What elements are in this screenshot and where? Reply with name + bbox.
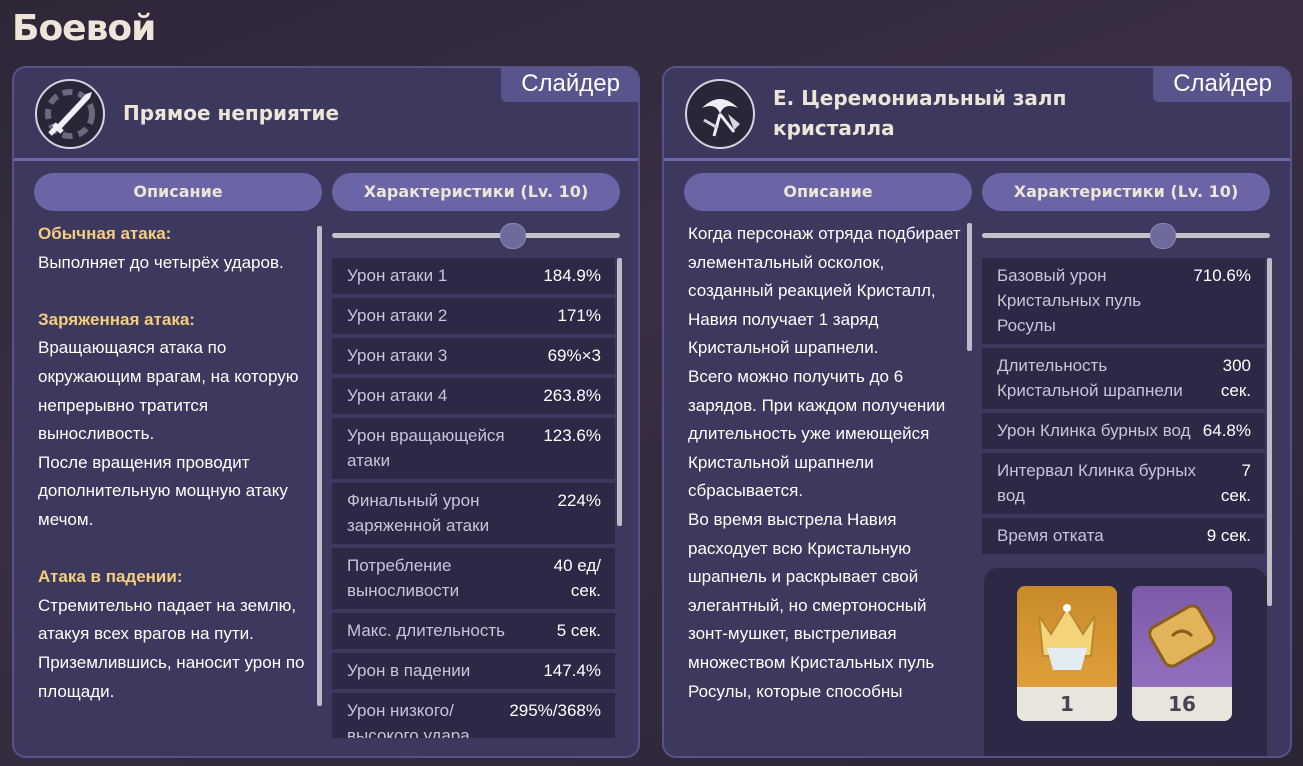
description-heading: Заряженная атака:	[38, 309, 195, 329]
stat-row: Урон атаки 1 184.9%	[332, 258, 615, 294]
badge: Слайдер	[501, 68, 638, 102]
stat-value: 123.6%	[543, 426, 601, 445]
description-text: Стремительно падает на землю, атакуя все…	[38, 595, 297, 644]
skill-card: Слайдер Прямое неприятие Описание Характери…	[12, 66, 640, 758]
stat-row: Урон атаки 4 263.8%	[332, 378, 615, 414]
stat-value: 69%×3	[547, 346, 601, 365]
stat-label: Урон атаки 3	[347, 346, 448, 365]
stat-label: Урон Клинка бурных вод	[997, 421, 1191, 440]
description-text: Выполняет до четырёх ударов.	[38, 252, 284, 272]
description: Обычная атака: Выполняет до четырёх ударо…	[38, 220, 318, 740]
stat-value: 40 ед/ сек.	[553, 556, 601, 600]
skill-icon	[34, 78, 106, 154]
stat-row: Урон атаки 3 69%×3	[332, 338, 615, 374]
skill-card: Слайдер E. Церемониальный залп кристалла О…	[662, 66, 1292, 758]
description-text: Когда персонаж отряда подбирает элемента…	[688, 224, 961, 358]
description-text: Всего можно получить до 6 зарядов. При к…	[688, 366, 946, 501]
stat-row: Время отката 9 сек.	[982, 518, 1265, 554]
stat-value: 9 сек.	[1206, 526, 1251, 545]
slider-knob[interactable]	[1150, 223, 1176, 249]
stats-list: Базовый урон Кристальных пуль Росулы 710.…	[982, 258, 1265, 558]
slider-knob[interactable]	[500, 223, 526, 249]
stat-label: Урон атаки 2	[347, 306, 448, 325]
tab[interactable]: Характеристики (Lv. 10)	[982, 173, 1270, 211]
scrollbar[interactable]	[967, 223, 972, 351]
scrollbar[interactable]	[1267, 258, 1272, 606]
stat-label: Макс. длительность	[347, 621, 505, 640]
material-count: 16	[1132, 687, 1232, 721]
stat-row: Базовый урон Кристальных пуль Росулы 710.…	[982, 258, 1265, 344]
tab[interactable]: Характеристики (Lv. 10)	[332, 173, 620, 211]
stats-list: Урон атаки 1 184.9% Урон атаки 2 171% Урон а…	[332, 258, 615, 738]
description-section: Когда персонаж отряда подбирает элемента…	[688, 220, 968, 706]
stat-value: 184.9%	[543, 266, 601, 285]
description-heading: Обычная атака:	[38, 224, 172, 243]
scrollbar[interactable]	[617, 258, 622, 526]
badge: Слайдер	[1153, 68, 1290, 102]
description-section: Обычная атака: Выполняет до четырёх ударо…	[38, 220, 318, 277]
stat-label: Потребление выносливости	[347, 556, 460, 600]
stat-label: Урон в падении	[347, 661, 471, 680]
stat-value: 300 сек.	[1220, 356, 1251, 400]
material-count: 1	[1017, 687, 1117, 721]
stat-row: Урон Клинка бурных вод 64.8%	[982, 413, 1265, 449]
description-text: После вращения проводит дополнительную м…	[38, 452, 288, 529]
stat-label: Интервал Клинка бурных вод	[997, 461, 1196, 505]
stat-value: 7 сек.	[1220, 461, 1251, 505]
stat-value: 5 сек.	[556, 621, 601, 640]
stat-value: 64.8%	[1202, 421, 1251, 440]
stat-row: Урон атаки 2 171%	[332, 298, 615, 334]
description: Когда персонаж отряда подбирает элемента…	[688, 220, 968, 740]
description-section: Заряженная атака: Вращающаяся атака по ок…	[38, 306, 318, 535]
level-slider[interactable]	[982, 223, 1270, 249]
tab[interactable]: Описание	[34, 173, 322, 211]
stat-row: Финальный урон заряженной атаки 224%	[332, 483, 615, 544]
material-item[interactable]: 1	[1017, 586, 1117, 721]
skill-title: E. Церемониальный залп кристалла	[773, 86, 1067, 140]
stat-label: Базовый урон Кристальных пуль Росулы	[997, 266, 1142, 335]
stat-row: Урон низкого/ высокого удара 295%/368%	[332, 693, 615, 738]
separator	[664, 158, 1290, 161]
stat-label: Урон низкого/ высокого удара	[347, 701, 470, 738]
description-text: Во время выстрела Навия расходует всю Кр…	[688, 509, 935, 701]
separator	[14, 158, 638, 161]
stat-row: Интервал Клинка бурных вод 7 сек.	[982, 453, 1265, 514]
skill-icon	[684, 78, 756, 154]
stat-value: 147.4%	[543, 661, 601, 680]
material-item[interactable]: 16	[1132, 586, 1232, 721]
stat-value: 295%/368%	[509, 701, 601, 720]
skill-title: Прямое неприятие	[123, 101, 340, 125]
description-heading: Атака в падении:	[38, 567, 183, 587]
description-section: Атака в падении: Стремительно падает на з…	[38, 563, 318, 706]
level-slider[interactable]	[332, 223, 620, 249]
stat-row: Урон вращающейся атаки 123.6%	[332, 418, 615, 479]
materials: 1 16	[984, 568, 1267, 756]
stat-label: Длительность Кристальной шрапнели	[997, 356, 1183, 400]
page-title: Боевой	[12, 8, 156, 49]
stat-label: Финальный урон заряженной атаки	[347, 491, 490, 535]
stat-label: Урон атаки 1	[347, 266, 448, 285]
stat-value: 224%	[557, 491, 601, 510]
stat-label: Время отката	[997, 526, 1104, 545]
tab[interactable]: Описание	[684, 173, 972, 211]
description-text: Приземлившись, наносит урон по площади.	[38, 652, 305, 701]
stat-value: 263.8%	[543, 386, 601, 405]
stat-value: 171%	[557, 306, 601, 325]
stat-row: Макс. длительность 5 сек.	[332, 613, 615, 649]
stat-value: 710.6%	[1193, 266, 1251, 285]
stat-row: Длительность Кристальной шрапнели 300 сек…	[982, 348, 1265, 409]
stat-label: Урон атаки 4	[347, 386, 448, 405]
stat-label: Урон вращающейся атаки	[347, 426, 505, 470]
description-text: Вращающаяся атака по окружающим врагам, …	[38, 338, 299, 444]
stat-row: Потребление выносливости 40 ед/ сек.	[332, 548, 615, 609]
scrollbar[interactable]	[317, 226, 322, 706]
stat-row: Урон в падении 147.4%	[332, 653, 615, 689]
